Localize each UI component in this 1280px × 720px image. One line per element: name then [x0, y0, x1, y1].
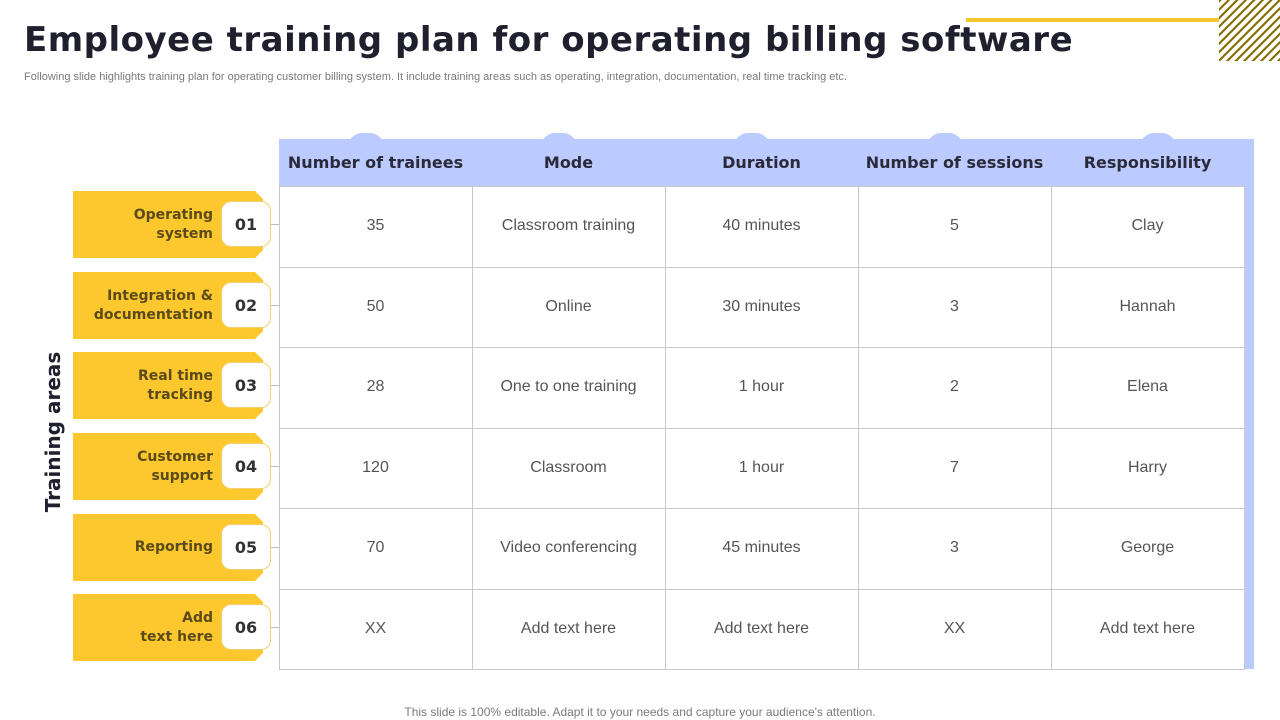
table-cell: XX: [943, 620, 966, 637]
connector-line: [270, 627, 280, 628]
connector-line: [270, 224, 280, 225]
training-area-item: Reporting 05: [73, 514, 280, 581]
table-cell: XX: [364, 620, 387, 637]
training-area-number: 02: [221, 282, 271, 328]
connector-line: [270, 305, 280, 306]
training-area-item: Add text here 06: [73, 594, 280, 661]
table-cell: Elena: [1127, 378, 1168, 395]
training-area-number: 05: [221, 524, 271, 570]
table-cell: Add text here: [713, 620, 810, 637]
training-area-number: 06: [221, 604, 271, 650]
row-divider: [279, 267, 1245, 268]
column-header: Mode: [543, 153, 594, 172]
footer-note: This slide is 100% editable. Adapt it to…: [404, 705, 876, 719]
training-area-item: Operating system 01: [73, 191, 280, 258]
table-cell: 28: [366, 378, 385, 395]
table-cell: Harry: [1127, 459, 1168, 476]
table-cell: Classroom: [530, 459, 607, 476]
page-title: Employee training plan for operating bil…: [24, 20, 1074, 60]
training-area-number: 03: [221, 362, 271, 408]
training-area-item: Real time tracking 03: [73, 352, 280, 419]
decorative-line: [966, 18, 1222, 22]
training-area-label: Add text here: [140, 609, 213, 645]
training-area-label: Integration & documentation: [93, 287, 213, 323]
table-cell: 35: [366, 217, 385, 234]
training-area-item: Customer support 04: [73, 433, 280, 500]
connector-line: [270, 385, 280, 386]
table-cell: 2: [950, 378, 959, 395]
column-header: Responsibility: [1083, 153, 1212, 172]
table-cell: 40 minutes: [722, 217, 801, 234]
table-cell: Online: [545, 298, 592, 315]
training-area-number: 01: [221, 201, 271, 247]
column-divider: [1051, 186, 1052, 670]
table-cell: George: [1120, 539, 1175, 556]
connector-line: [270, 547, 280, 548]
header-bump: [1140, 133, 1176, 147]
connector-line: [270, 466, 280, 467]
table-cell: 5: [950, 217, 959, 234]
table-cell: 1 hour: [738, 378, 785, 395]
table-cell: 1 hour: [738, 459, 785, 476]
table-cell: 120: [362, 459, 389, 476]
header-bump: [927, 133, 963, 147]
table-cell: 30 minutes: [722, 298, 801, 315]
decorative-hatch: [1219, 0, 1280, 61]
table-cell: 7: [950, 459, 959, 476]
table-cell: Clay: [1131, 217, 1164, 234]
table-cell: 70: [366, 539, 385, 556]
row-divider: [279, 428, 1245, 429]
column-divider: [665, 186, 666, 670]
column-header: Number of sessions: [865, 153, 1044, 172]
column-header: Duration: [722, 153, 801, 172]
table-cell: Video conferencing: [500, 539, 637, 556]
table-cell: 45 minutes: [722, 539, 801, 556]
table-cell: Add text here: [1099, 620, 1196, 637]
column-header: Number of trainees: [287, 153, 464, 172]
table-cell: Hannah: [1119, 298, 1176, 315]
row-divider: [279, 347, 1245, 348]
header-bump: [541, 133, 577, 147]
row-divider: [279, 508, 1245, 509]
table-cell: 3: [950, 539, 959, 556]
header-bump: [734, 133, 770, 147]
side-label: Training areas: [41, 351, 65, 513]
training-area-label: Operating system: [133, 206, 213, 242]
table-cell: 3: [950, 298, 959, 315]
table-cell: One to one training: [500, 378, 637, 395]
table-cell: 50: [366, 298, 385, 315]
training-area-number: 04: [221, 443, 271, 489]
column-divider: [472, 186, 473, 670]
page-subtitle: Following slide highlights training plan…: [24, 71, 847, 83]
header-bump: [348, 133, 384, 147]
training-area-label: Real time tracking: [138, 367, 213, 403]
training-area-label: Reporting: [134, 539, 213, 555]
column-divider: [858, 186, 859, 670]
row-divider: [279, 589, 1245, 590]
training-area-item: Integration & documentation 02: [73, 272, 280, 339]
training-area-label: Customer support: [137, 448, 213, 484]
table-cell: Classroom training: [501, 217, 636, 234]
table-cell: Add text here: [520, 620, 617, 637]
